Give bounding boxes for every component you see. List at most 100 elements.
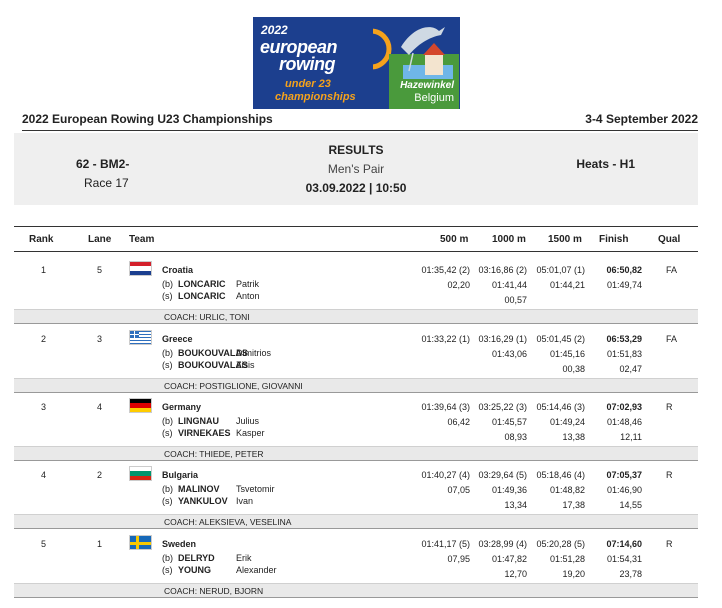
rank-value: 1 bbox=[41, 265, 47, 275]
greece-flag bbox=[129, 330, 152, 345]
split-1500m: 01:45,16 bbox=[549, 349, 585, 359]
stroke-first-name: Ivan bbox=[236, 496, 254, 506]
finish-time: 07:02,93 bbox=[606, 402, 642, 412]
event-datetime: 03.09.2022 | 10:50 bbox=[305, 181, 407, 195]
bow-last-name: BOUKOUVALAS bbox=[178, 348, 248, 358]
stroke-position: (s) bbox=[162, 428, 173, 438]
logo-line2: rowing bbox=[279, 54, 336, 74]
diff-1000m: 13,34 bbox=[504, 500, 527, 510]
finish-time: 06:53,29 bbox=[606, 334, 642, 344]
stroke-first-name: Zisis bbox=[236, 360, 255, 370]
time-1500m: 05:01,45 (2) bbox=[536, 334, 585, 344]
col-qual: Qual bbox=[658, 234, 681, 245]
coach-bar: COACH: ALEKSIEVA, VESELINA bbox=[14, 514, 698, 528]
bow-position: (b) bbox=[162, 416, 173, 426]
row-divider bbox=[14, 323, 698, 324]
rank-value: 4 bbox=[41, 470, 47, 480]
diff-500m: 07,95 bbox=[447, 554, 470, 564]
sweden-flag bbox=[129, 535, 152, 550]
stroke-last-name: LONCARIC bbox=[178, 291, 226, 301]
col-team: Team bbox=[129, 234, 155, 245]
col-1000m: 1000 m bbox=[492, 234, 526, 245]
logo-line1: european bbox=[260, 37, 338, 57]
stroke-position: (s) bbox=[162, 565, 173, 575]
col-finish: Finish bbox=[599, 234, 629, 245]
finish-diff: 14,55 bbox=[619, 500, 642, 510]
time-1000m: 03:25,22 (3) bbox=[478, 402, 527, 412]
results-table-header: Rank Lane Team 500 m 1000 m 1500 m Finis… bbox=[14, 226, 698, 252]
finish-split: 01:49,74 bbox=[606, 280, 642, 290]
bow-first-name: Julius bbox=[236, 416, 260, 426]
rank-value: 3 bbox=[41, 402, 47, 412]
time-500m: 01:40,27 (4) bbox=[421, 470, 470, 480]
time-1000m: 03:16,86 (2) bbox=[478, 265, 527, 275]
row-divider bbox=[14, 460, 698, 461]
table-row: 1 5 Croatia (b) LONCARIC Patrik (s) LONCARIC Ant… bbox=[14, 256, 698, 324]
bow-position: (b) bbox=[162, 348, 173, 358]
row-divider bbox=[14, 597, 698, 598]
bow-first-name: Dimitrios bbox=[236, 348, 271, 358]
event-logo: 2022 european rowing under 23 championsh… bbox=[253, 17, 460, 109]
bow-last-name: LINGNAU bbox=[178, 416, 219, 426]
split-1000m: 01:47,82 bbox=[491, 554, 527, 564]
finish-diff: 02,47 bbox=[619, 364, 642, 374]
bow-first-name: Erik bbox=[236, 553, 252, 563]
row-divider bbox=[14, 392, 698, 393]
diff-1000m: 12,70 bbox=[504, 569, 527, 579]
coach-bar: COACH: NERUD, BJORN bbox=[14, 583, 698, 597]
bow-last-name: LONCARIC bbox=[178, 279, 226, 289]
col-rank: Rank bbox=[29, 234, 54, 245]
finish-diff: 23,78 bbox=[619, 569, 642, 579]
championship-title: 2022 European Rowing U23 Championships bbox=[22, 112, 273, 126]
bow-position: (b) bbox=[162, 553, 173, 563]
time-1500m: 05:18,46 (4) bbox=[536, 470, 585, 480]
logo-line4: championships bbox=[275, 91, 356, 103]
qual-value: FA bbox=[666, 334, 678, 344]
coach-bar: COACH: URLIC, TONI bbox=[14, 309, 698, 323]
diff-1500m: 00,38 bbox=[562, 364, 585, 374]
time-500m: 01:35,42 (2) bbox=[421, 265, 470, 275]
bow-first-name: Patrik bbox=[236, 279, 260, 289]
croatia-flag bbox=[129, 261, 152, 276]
split-1000m: 01:43,06 bbox=[491, 349, 527, 359]
logo-place1: Hazewinkel bbox=[400, 80, 454, 91]
finish-split: 01:48,46 bbox=[606, 417, 642, 427]
lane-value: 3 bbox=[97, 334, 103, 344]
country-name: Bulgaria bbox=[162, 470, 199, 480]
stroke-position: (s) bbox=[162, 360, 173, 370]
time-1500m: 05:14,46 (3) bbox=[536, 402, 585, 412]
split-1500m: 01:48,82 bbox=[549, 485, 585, 495]
qual-value: FA bbox=[666, 265, 678, 275]
bow-last-name: DELRYD bbox=[178, 553, 215, 563]
row-divider bbox=[14, 528, 698, 529]
col-lane: Lane bbox=[88, 234, 112, 245]
diff-1500m: 19,20 bbox=[562, 569, 585, 579]
finish-time: 06:50,82 bbox=[606, 265, 642, 275]
split-1500m: 01:44,21 bbox=[549, 280, 585, 290]
event-info-band: 62 - BM2- Race 17 RESULTS Men's Pair 03.… bbox=[14, 133, 698, 205]
coach-name: COACH: URLIC, TONI bbox=[164, 312, 250, 322]
bow-first-name: Tsvetomir bbox=[236, 484, 275, 494]
split-1000m: 01:41,44 bbox=[491, 280, 527, 290]
diff-500m: 02,20 bbox=[447, 280, 470, 290]
table-row: 4 2 Bulgaria (b) MALINOV Tsvetomir (s) YANKULOV… bbox=[14, 461, 698, 529]
time-1000m: 03:29,64 (5) bbox=[478, 470, 527, 480]
finish-time: 07:05,37 bbox=[606, 470, 642, 480]
finish-diff: 12,11 bbox=[620, 432, 642, 442]
bow-position: (b) bbox=[162, 484, 173, 494]
country-name: Greece bbox=[162, 334, 193, 344]
finish-split: 01:51,83 bbox=[606, 349, 642, 359]
diff-1500m: 17,38 bbox=[562, 500, 585, 510]
coach-bar: COACH: POSTIGLIONE, GIOVANNI bbox=[14, 378, 698, 392]
finish-split: 01:54,31 bbox=[606, 554, 642, 564]
split-1000m: 01:45,57 bbox=[491, 417, 527, 427]
split-1500m: 01:49,24 bbox=[549, 417, 585, 427]
diff-500m: 07,05 bbox=[447, 485, 470, 495]
stroke-last-name: BOUKOUVALAS bbox=[178, 360, 248, 370]
diff-1000m: 00,57 bbox=[504, 295, 527, 305]
time-500m: 01:33,22 (1) bbox=[421, 334, 470, 344]
germany-flag bbox=[129, 398, 152, 413]
time-1500m: 05:20,28 (5) bbox=[536, 539, 585, 549]
time-500m: 01:39,64 (3) bbox=[421, 402, 470, 412]
stroke-first-name: Anton bbox=[236, 291, 260, 301]
